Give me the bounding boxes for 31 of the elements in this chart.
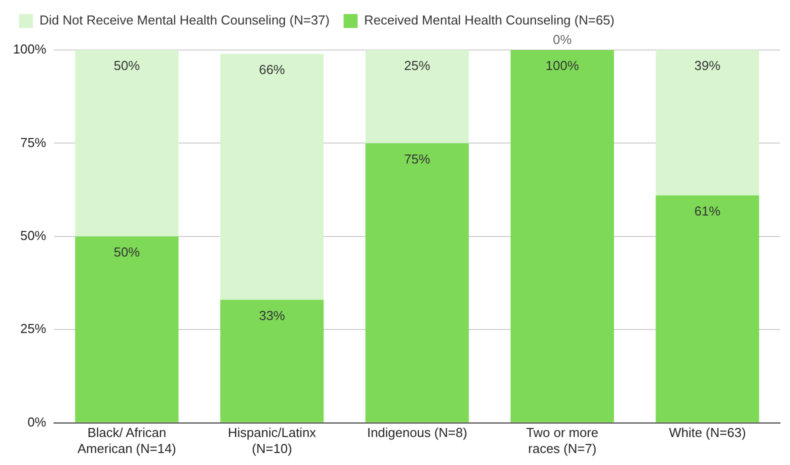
data-label: 61% (694, 203, 721, 218)
bar (510, 50, 614, 422)
y-tick-label: 50% (20, 228, 47, 243)
y-tick-label: 0% (27, 414, 47, 430)
data-label: 75% (404, 151, 431, 166)
bar (656, 50, 760, 196)
data-label: 66% (258, 62, 286, 77)
data-label: 39% (694, 58, 721, 74)
x-tick-label: White (N=63) (668, 425, 746, 440)
data-label: 100% (546, 58, 580, 74)
data-label: 50% (114, 244, 140, 260)
data-label: 25% (404, 58, 431, 74)
x-tick-label: Black/ African American (N=14) (78, 425, 176, 456)
bar (75, 236, 179, 422)
bar (365, 143, 469, 422)
y-tick-label: 75% (20, 134, 47, 150)
data-label: 50% (114, 58, 140, 74)
y-tick-label: 100% (13, 42, 47, 57)
y-tick-label: 25% (20, 321, 47, 336)
bar (656, 195, 760, 422)
bar (220, 54, 324, 300)
data-label: 33% (258, 308, 286, 323)
legend-label: Did Not Receive Mental Health Counseling (N=37) (40, 12, 330, 28)
x-tick-label: Indigenous (N=8) (367, 425, 468, 440)
bar (220, 300, 324, 422)
bar (75, 50, 179, 236)
legend-label: Received Mental Health Counseling (N=65) (364, 12, 615, 28)
data-label: 0% (552, 32, 572, 48)
x-tick-label: Hispanic/Latinx (N=10) (228, 425, 317, 456)
bar (365, 50, 469, 144)
x-tick-label: Two or more races (N=7) (526, 425, 598, 456)
